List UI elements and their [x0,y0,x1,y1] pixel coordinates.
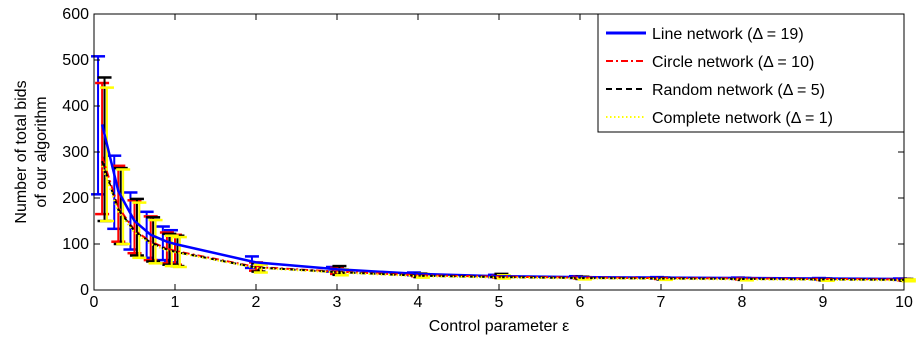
y-tick-label: 100 [62,236,89,253]
error-bar [116,168,131,246]
series-line [101,165,905,282]
legend-label: Circle network (Δ = 10) [652,54,814,71]
error-bar [129,197,144,257]
x-axis-title: Control parameter ε [429,318,570,335]
x-tick-label: 6 [576,294,585,311]
x-tick-label: 5 [495,294,504,311]
y-axis: 0 100 200 300 400 500 600 [62,6,904,299]
y-tick-label: 400 [62,98,89,115]
x-tick-label: 0 [90,294,99,311]
x-tick-label: 8 [738,294,747,311]
y-tick-label: 300 [62,144,89,161]
error-bar [148,218,163,265]
x-tick-label: 2 [252,294,261,311]
legend: Line network (Δ = 19) Circle network (Δ =… [597,13,905,133]
y-tick-label: 500 [62,52,89,69]
x-tick-label: 10 [895,294,913,311]
error-bar [172,235,187,269]
y-axis-title-line-2: of our algorithm [33,96,50,207]
legend-label: Complete network (Δ = 1) [652,110,833,127]
x-tick-label: 7 [657,294,666,311]
y-tick-label: 200 [62,190,89,207]
y-tick-label: 600 [62,6,89,23]
x-tick-label: 4 [414,294,423,311]
error-bar [146,216,161,263]
series-line-group-2 [101,160,905,281]
series-layer [91,55,916,283]
legend-label: Random network (Δ = 5) [652,82,825,99]
y-tick-label: 0 [80,282,89,299]
series-line [101,160,905,281]
series-line-group-3 [101,165,905,282]
legend-box [597,13,905,133]
y-axis-title-line-1: Number of total bids [13,80,30,223]
x-tick-label: 3 [333,294,342,311]
error-bar [99,86,114,223]
x-axis: 0 1 2 3 4 5 6 7 8 9 10 [90,14,913,311]
error-bar [132,201,147,260]
x-tick-label: 1 [171,294,180,311]
legend-label: Line network (Δ = 19) [652,26,804,43]
x-tick-label: 9 [819,294,828,311]
